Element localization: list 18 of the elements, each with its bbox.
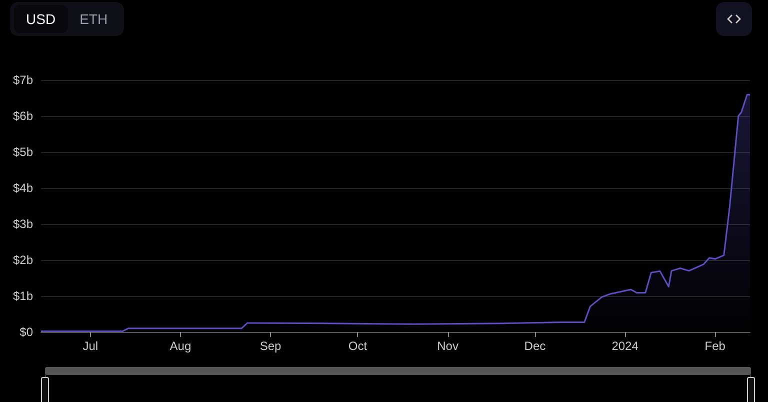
y-tick-label: $4b <box>12 181 34 195</box>
y-tick-label: $5b <box>12 145 34 159</box>
x-tick-label: Feb <box>704 339 726 353</box>
text: USD <box>14 5 68 33</box>
x-tick-label: Jul <box>82 339 98 353</box>
x-tick-label: 2024 <box>612 339 639 353</box>
y-tick-label: $0 <box>20 325 34 339</box>
y-tick-label: $1b <box>12 289 34 303</box>
y-tick-label: $7b <box>12 73 34 87</box>
x-tick-label: Oct <box>348 339 368 353</box>
y-tick-label: $6b <box>12 109 34 123</box>
x-tick-label: Sep <box>260 339 282 353</box>
x-tick-label: Nov <box>437 339 458 353</box>
x-tick-label: Aug <box>170 339 192 353</box>
y-tick-label: $2b <box>12 253 34 267</box>
text: ETH <box>78 10 109 29</box>
x-tick-label: Dec <box>524 339 546 353</box>
y-tick-label: $3b <box>12 217 34 231</box>
